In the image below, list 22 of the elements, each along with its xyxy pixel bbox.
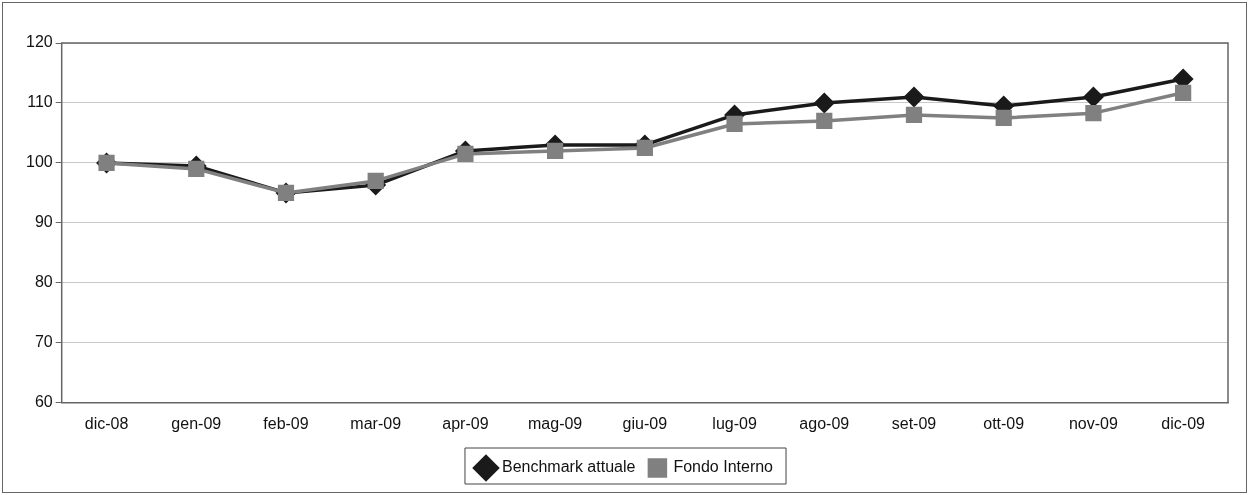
y-tick-label: 100: [25, 153, 53, 171]
x-tick-label: lug-09: [712, 414, 757, 432]
legend-label: Fondo Interno: [673, 458, 774, 476]
x-tick-label: giu-09: [622, 414, 668, 432]
x-tick-label: set-09: [891, 414, 937, 432]
x-tick-label: dic-08: [84, 414, 129, 432]
x-tick-label: nov-09: [1068, 414, 1118, 432]
y-tick-label: 80: [34, 273, 53, 291]
x-tick-label: mag-09: [528, 414, 583, 432]
legend-label: Benchmark attuale: [501, 458, 636, 476]
x-tick-label: gen-09: [171, 414, 222, 432]
y-tick-label: 110: [27, 93, 53, 111]
x-tick-label: dic-09: [1161, 414, 1206, 432]
x-tick-label: mar-09: [350, 414, 402, 432]
x-tick-label: ott-09: [983, 414, 1025, 432]
y-tick-label: 90: [34, 213, 53, 231]
y-tick-label: 60: [34, 393, 53, 411]
x-tick-label: apr-09: [442, 414, 489, 432]
y-tick-label: 70: [34, 333, 53, 351]
x-tick-label: feb-09: [263, 414, 309, 432]
y-tick-label: 120: [25, 33, 53, 51]
x-tick-label: ago-09: [799, 414, 850, 432]
